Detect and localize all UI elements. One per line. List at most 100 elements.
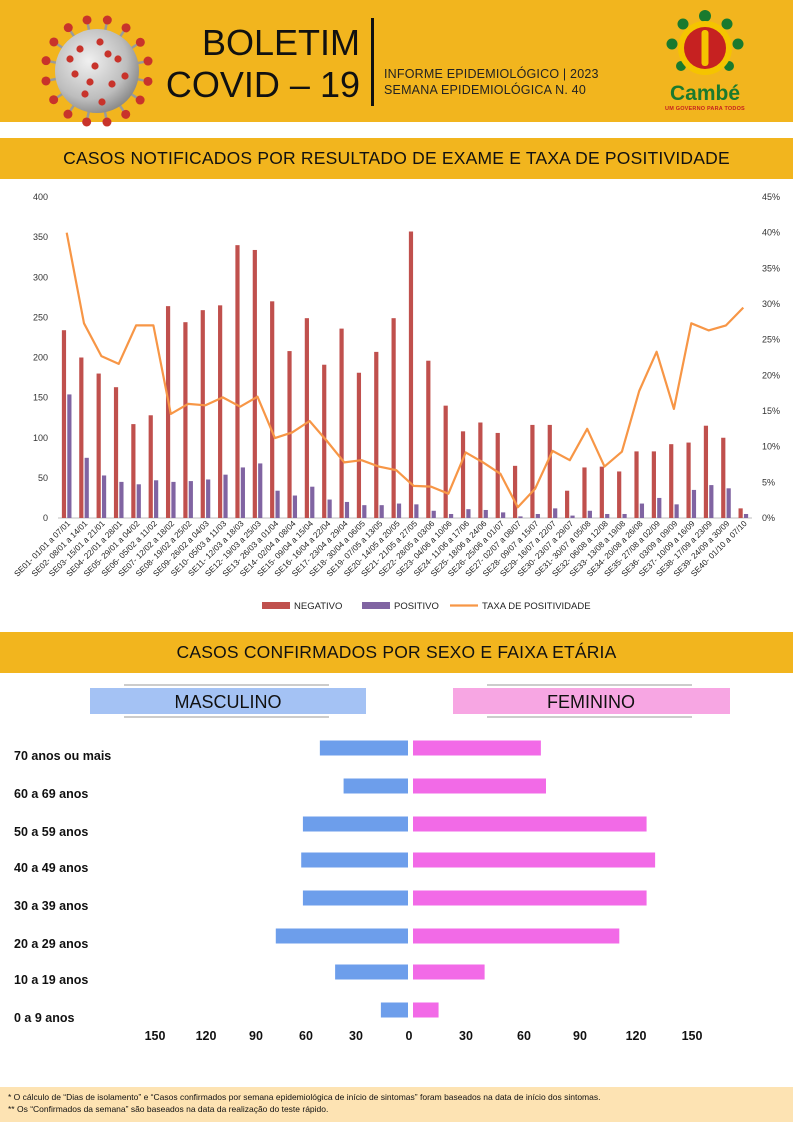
header-masculino-box [90,688,366,714]
virus-protein [114,55,122,63]
bar-positivo [448,513,454,518]
bar-feminino [413,852,656,868]
bar-negativo [426,360,431,518]
x-tick-label: 90 [249,1029,263,1043]
bar-negativo [651,451,656,518]
bar-positivo [206,479,211,518]
line-taxa-positividade [65,232,745,509]
x-tick-label: 150 [682,1029,703,1043]
virus-spike-tip [135,95,145,105]
bar-feminino [413,740,541,756]
y2-tick-label: 40% [762,228,780,238]
y-tick-label: 250 [33,312,48,322]
virus-spike-tip [121,23,131,33]
bar-negativo [617,471,622,518]
bar-negativo [165,306,171,518]
virus-spike-tip [49,95,59,105]
virus-spike-tip [82,15,92,25]
bar-positivo [483,509,488,518]
virus-spike-tip [63,109,73,119]
bar-negativo [322,364,327,518]
bar-negativo [495,432,500,518]
y-tick-label: 0 [43,513,48,523]
bar-positivo [119,481,124,518]
bar-positivo [171,481,176,518]
report-info-line-2: SEMANA EPIDEMIOLÓGICA N. 40 [384,83,586,97]
bar-positivo [622,513,627,518]
bar-positivo [639,503,645,518]
title-line-1: BOLETIM [201,22,360,63]
x-tick-label: 150 [145,1029,166,1043]
bar-negativo [547,424,552,518]
bar-feminino [413,928,620,944]
age-group-label: 50 a 59 anos [14,825,88,839]
bar-negativo [703,425,709,518]
virus-spike-tip [143,56,153,66]
confirmed-by-sex-age-chart: MASCULINO FEMININO 70 anos ou mais 60 a 69 … [14,684,730,1043]
virus-protein [104,50,112,58]
legend-swatch-positivo [362,602,390,609]
bar-negativo [252,249,257,518]
virus-protein [121,72,129,80]
chart1-title: CASOS NOTIFICADOS POR RESULTADO DE EXAME… [0,138,793,179]
bar-negativo [96,373,101,518]
bar-negativo [148,415,153,518]
bar-positivo [743,513,749,518]
bar-negativo [408,231,414,518]
cambe-logo-icon [666,10,744,75]
bar-negativo [235,245,240,518]
bar-masculino [335,964,408,980]
bar-negativo [669,444,674,518]
footnote-1: * O cálculo de “Dias de isolamento” e “C… [8,1092,601,1102]
y2-tick-label: 10% [762,442,780,452]
logo-tagline: UM GOVERNO PARA TODOS [665,106,745,112]
legend-label-taxa: TAXA DE POSITIVIDADE [482,601,591,612]
bar-positivo [327,499,332,518]
age-group-label: 60 a 69 anos [14,787,88,801]
bar-negativo [582,467,587,518]
bar-positivo [188,481,193,518]
bar-positivo [67,394,72,518]
bar-positivo [223,474,228,518]
virus-spike-tip [82,117,92,127]
y2-tick-label: 5% [762,477,775,487]
bar-masculino [275,928,408,944]
bar-negativo [599,466,604,518]
bar-positivo [101,475,107,518]
bar-positivo [292,495,298,518]
x-tick-label: 0 [406,1029,413,1043]
bar-negativo [183,322,188,518]
virus-spike-tip [41,56,51,66]
bar-positivo [258,463,263,518]
virus-protein [76,45,84,53]
bar-negativo [79,357,84,518]
bar-negativo [270,301,275,518]
virus-protein [98,98,106,106]
virus-protein [86,78,94,86]
y2-tick-label: 0% [762,513,775,523]
bar-negativo [61,330,67,518]
bar-masculino [302,890,408,906]
virus-protein [71,70,79,78]
bar-positivo [709,485,714,518]
virus-spike-tip [121,109,131,119]
bar-negativo [565,490,570,518]
bar-negativo [530,424,535,518]
bar-positivo [344,501,350,518]
virus-protein [96,38,104,46]
bar-negativo [287,351,292,518]
bulletin-title: BOLETIM COVID – 19 [160,22,360,106]
notified-cases-chart: 0 50 100 150 200 250 300 350 400 0% 5% 10% 15% 20% 25%… [13,192,780,612]
bar-positivo [136,484,141,518]
virus-spike-tip [135,37,145,47]
bar-negativo [738,508,743,518]
bar-negativo [304,318,309,518]
virus-protein [108,80,116,88]
legend-swatch-negativo [262,602,290,609]
bar-negativo [512,465,518,518]
bar-positivo [657,497,662,518]
y-tick-label: 400 [33,192,48,202]
age-group-label: 70 anos ou mais [14,749,111,763]
bar-negativo [113,387,119,518]
header-feminino-label: FEMININO [547,692,635,712]
